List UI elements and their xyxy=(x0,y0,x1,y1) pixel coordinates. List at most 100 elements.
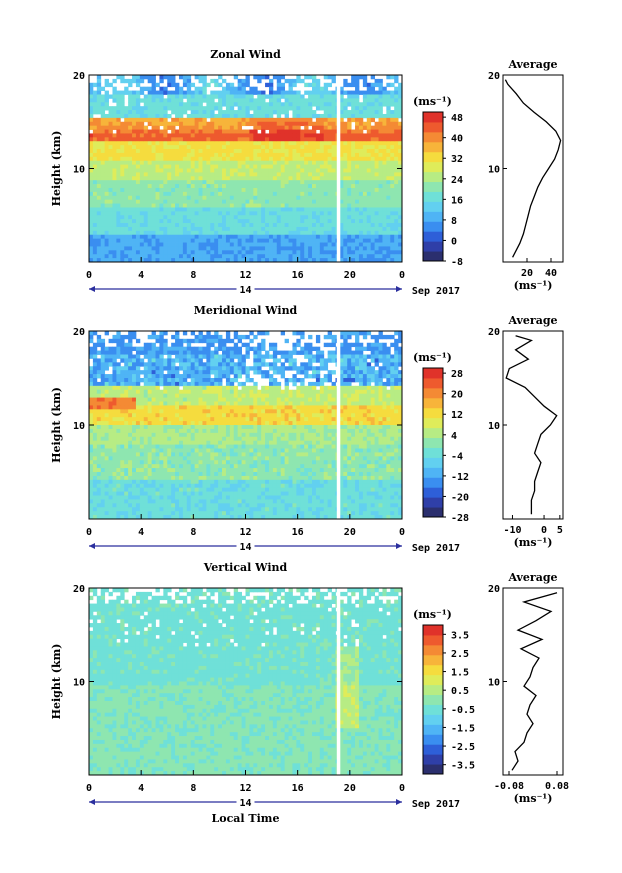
heatmap-cell xyxy=(171,164,176,169)
heatmap-cell xyxy=(268,121,274,127)
heatmap-cell xyxy=(151,98,156,103)
heatmap-cell xyxy=(194,164,199,169)
heatmap-cell xyxy=(394,78,399,84)
heatmap-cell xyxy=(104,121,109,127)
heatmap-cell xyxy=(120,491,125,496)
heatmap-cell xyxy=(132,226,137,232)
heatmap-cell xyxy=(233,94,239,99)
heatmap-cell xyxy=(362,137,368,142)
heatmap-cell xyxy=(124,358,129,363)
heatmap-cell xyxy=(245,102,250,107)
heatmap-cell xyxy=(347,195,352,201)
heatmap-cell xyxy=(241,152,246,158)
heatmap-cell xyxy=(182,507,188,512)
heatmap-cell xyxy=(233,184,239,189)
heatmap-cell xyxy=(315,106,321,111)
heatmap-cell xyxy=(104,187,109,193)
heatmap-cell xyxy=(268,168,274,173)
heatmap-cell xyxy=(96,350,102,355)
heatmap-cell xyxy=(351,160,356,166)
heatmap-cell xyxy=(108,358,113,363)
heatmap-cell xyxy=(308,258,313,263)
heatmap-cell xyxy=(108,515,113,520)
heatmap-cell xyxy=(124,425,129,430)
heatmap-cell xyxy=(139,129,145,134)
heatmap-cell xyxy=(190,121,196,127)
heatmap-cell xyxy=(132,145,137,150)
heatmap-cell xyxy=(358,176,364,181)
heatmap-cell xyxy=(124,258,129,263)
heatmap-cell xyxy=(132,195,137,201)
heatmap-cell xyxy=(143,125,149,130)
heatmap-cell xyxy=(214,238,219,243)
heatmap-cell xyxy=(347,250,352,255)
heatmap-cell xyxy=(120,219,125,224)
heatmap-cell xyxy=(163,409,168,414)
heatmap-cell xyxy=(268,156,274,162)
heatmap-cell xyxy=(167,507,172,512)
heatmap-cell xyxy=(394,160,399,166)
heatmap-cell xyxy=(89,393,94,398)
heatmap-cell xyxy=(178,98,184,103)
heatmap-cell xyxy=(214,137,219,142)
heatmap-cell xyxy=(308,207,313,212)
heatmap-cell xyxy=(175,468,180,473)
heatmap-cell xyxy=(265,191,270,197)
heatmap-cell xyxy=(163,483,168,489)
heatmap-cell xyxy=(288,125,293,130)
heatmap-cell xyxy=(182,381,188,387)
heatmap-cell xyxy=(147,432,152,438)
heatmap-cell xyxy=(163,491,168,496)
heatmap-cell xyxy=(390,129,395,134)
heatmap-cell xyxy=(245,195,250,201)
heatmap-cell xyxy=(143,145,149,150)
heatmap-cell xyxy=(135,483,141,489)
heatmap-cell xyxy=(225,226,231,232)
heatmap-cell xyxy=(315,78,321,84)
heatmap-cell xyxy=(308,110,313,115)
heatmap-cell xyxy=(202,160,207,166)
heatmap-cell xyxy=(182,184,188,189)
heatmap-cell xyxy=(292,238,297,243)
heatmap-cell xyxy=(214,180,219,185)
heatmap-cell xyxy=(202,230,207,236)
heatmap-cell xyxy=(386,242,391,247)
heatmap-cell xyxy=(178,234,184,240)
heatmap-cell xyxy=(143,389,149,395)
heatmap-cell xyxy=(159,168,164,173)
heatmap-cell xyxy=(394,145,399,150)
heatmap-cell xyxy=(132,160,137,166)
heatmap-cell xyxy=(355,78,360,84)
heatmap-cell xyxy=(159,156,164,162)
heatmap-cell xyxy=(237,223,242,228)
heatmap-cell xyxy=(366,211,372,216)
heatmap-cell xyxy=(151,113,156,119)
heatmap-cell xyxy=(312,125,317,130)
heatmap-cell xyxy=(323,191,329,197)
colorbar-tick-label: 48 xyxy=(451,113,463,124)
heatmap-cell xyxy=(198,354,203,359)
date-arrow-right xyxy=(396,286,402,292)
heatmap-cell xyxy=(194,362,199,367)
heatmap-cell xyxy=(229,238,235,243)
heatmap-cell xyxy=(229,90,235,95)
heatmap-cell xyxy=(96,425,102,430)
heatmap-cell xyxy=(143,393,149,398)
heatmap-cell xyxy=(175,425,180,430)
heatmap-cell xyxy=(143,440,149,445)
heatmap-cell xyxy=(89,507,94,512)
heatmap-cell xyxy=(104,452,109,457)
heatmap-cell xyxy=(163,121,168,127)
heatmap-cell xyxy=(120,230,125,236)
heatmap-cell xyxy=(135,393,141,398)
heatmap-cell xyxy=(155,515,160,520)
heatmap-cell xyxy=(124,199,129,204)
heatmap-cell xyxy=(237,152,242,158)
heatmap-cell xyxy=(104,444,109,449)
heatmap-cell xyxy=(253,164,258,169)
heatmap-cell xyxy=(253,152,258,158)
heatmap-cell xyxy=(155,358,160,363)
heatmap-cell xyxy=(222,223,227,228)
heatmap-cell xyxy=(92,499,98,504)
heatmap-cell xyxy=(339,113,344,119)
